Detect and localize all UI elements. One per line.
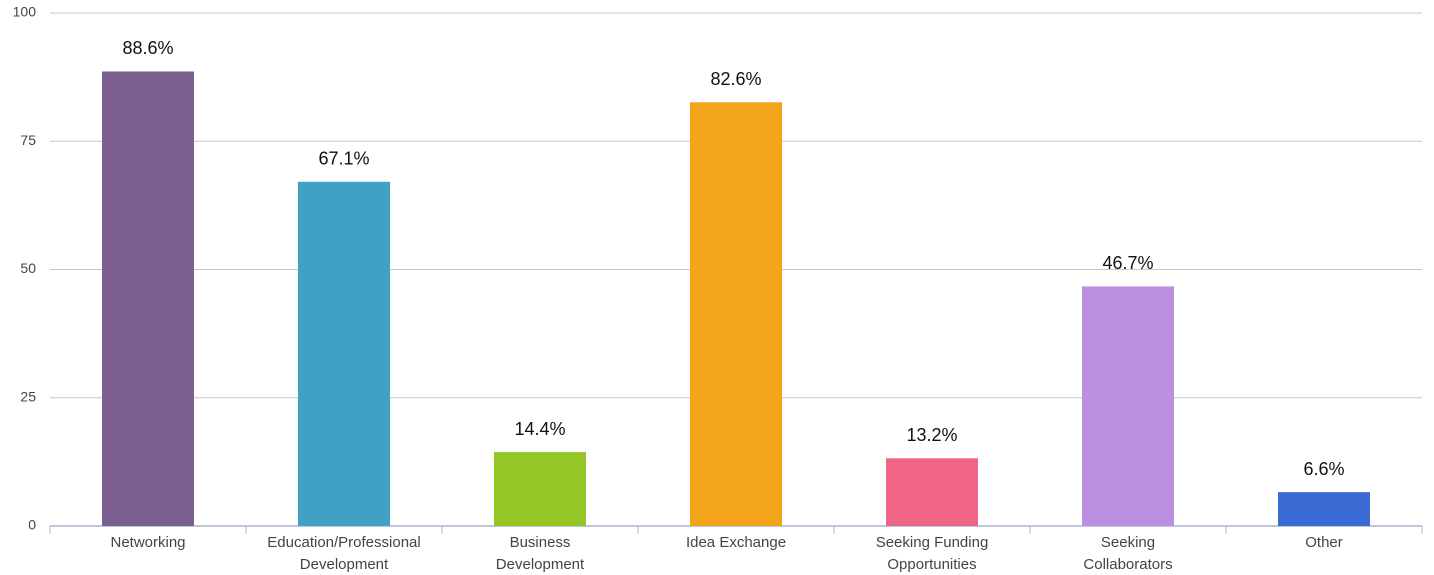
bar: [494, 452, 586, 526]
x-tick-label: Education/Professional: [267, 534, 420, 551]
x-tick-label: Business: [510, 534, 571, 551]
data-label: 13.2%: [906, 425, 957, 445]
y-tick-label: 100: [13, 4, 37, 20]
bar: [886, 458, 978, 526]
y-tick-label: 75: [20, 132, 36, 148]
x-tick-label: Other: [1305, 534, 1343, 551]
bar: [690, 102, 782, 527]
x-tick-label: Idea Exchange: [686, 534, 786, 551]
data-label: 6.6%: [1303, 459, 1344, 479]
bar: [298, 181, 390, 527]
bar: [1082, 286, 1174, 526]
x-tick-label: Seeking: [1101, 534, 1155, 551]
data-label: 82.6%: [710, 69, 761, 89]
y-tick-label: 0: [28, 517, 36, 533]
x-tick-label: Development: [496, 556, 585, 573]
x-tick-label: Networking: [110, 534, 185, 551]
data-label: 88.6%: [122, 38, 173, 58]
data-label: 67.1%: [318, 149, 369, 169]
x-tick-label: Development: [300, 556, 389, 573]
y-tick-label: 25: [20, 388, 36, 404]
y-tick-label: 50: [20, 260, 36, 276]
data-label: 46.7%: [1102, 253, 1153, 273]
data-label: 14.4%: [514, 419, 565, 439]
x-tick-label: Opportunities: [887, 556, 976, 573]
bar: [1278, 492, 1370, 526]
x-tick-label: Collaborators: [1083, 556, 1172, 573]
bar: [102, 71, 194, 527]
x-tick-label: Seeking Funding: [876, 534, 989, 551]
